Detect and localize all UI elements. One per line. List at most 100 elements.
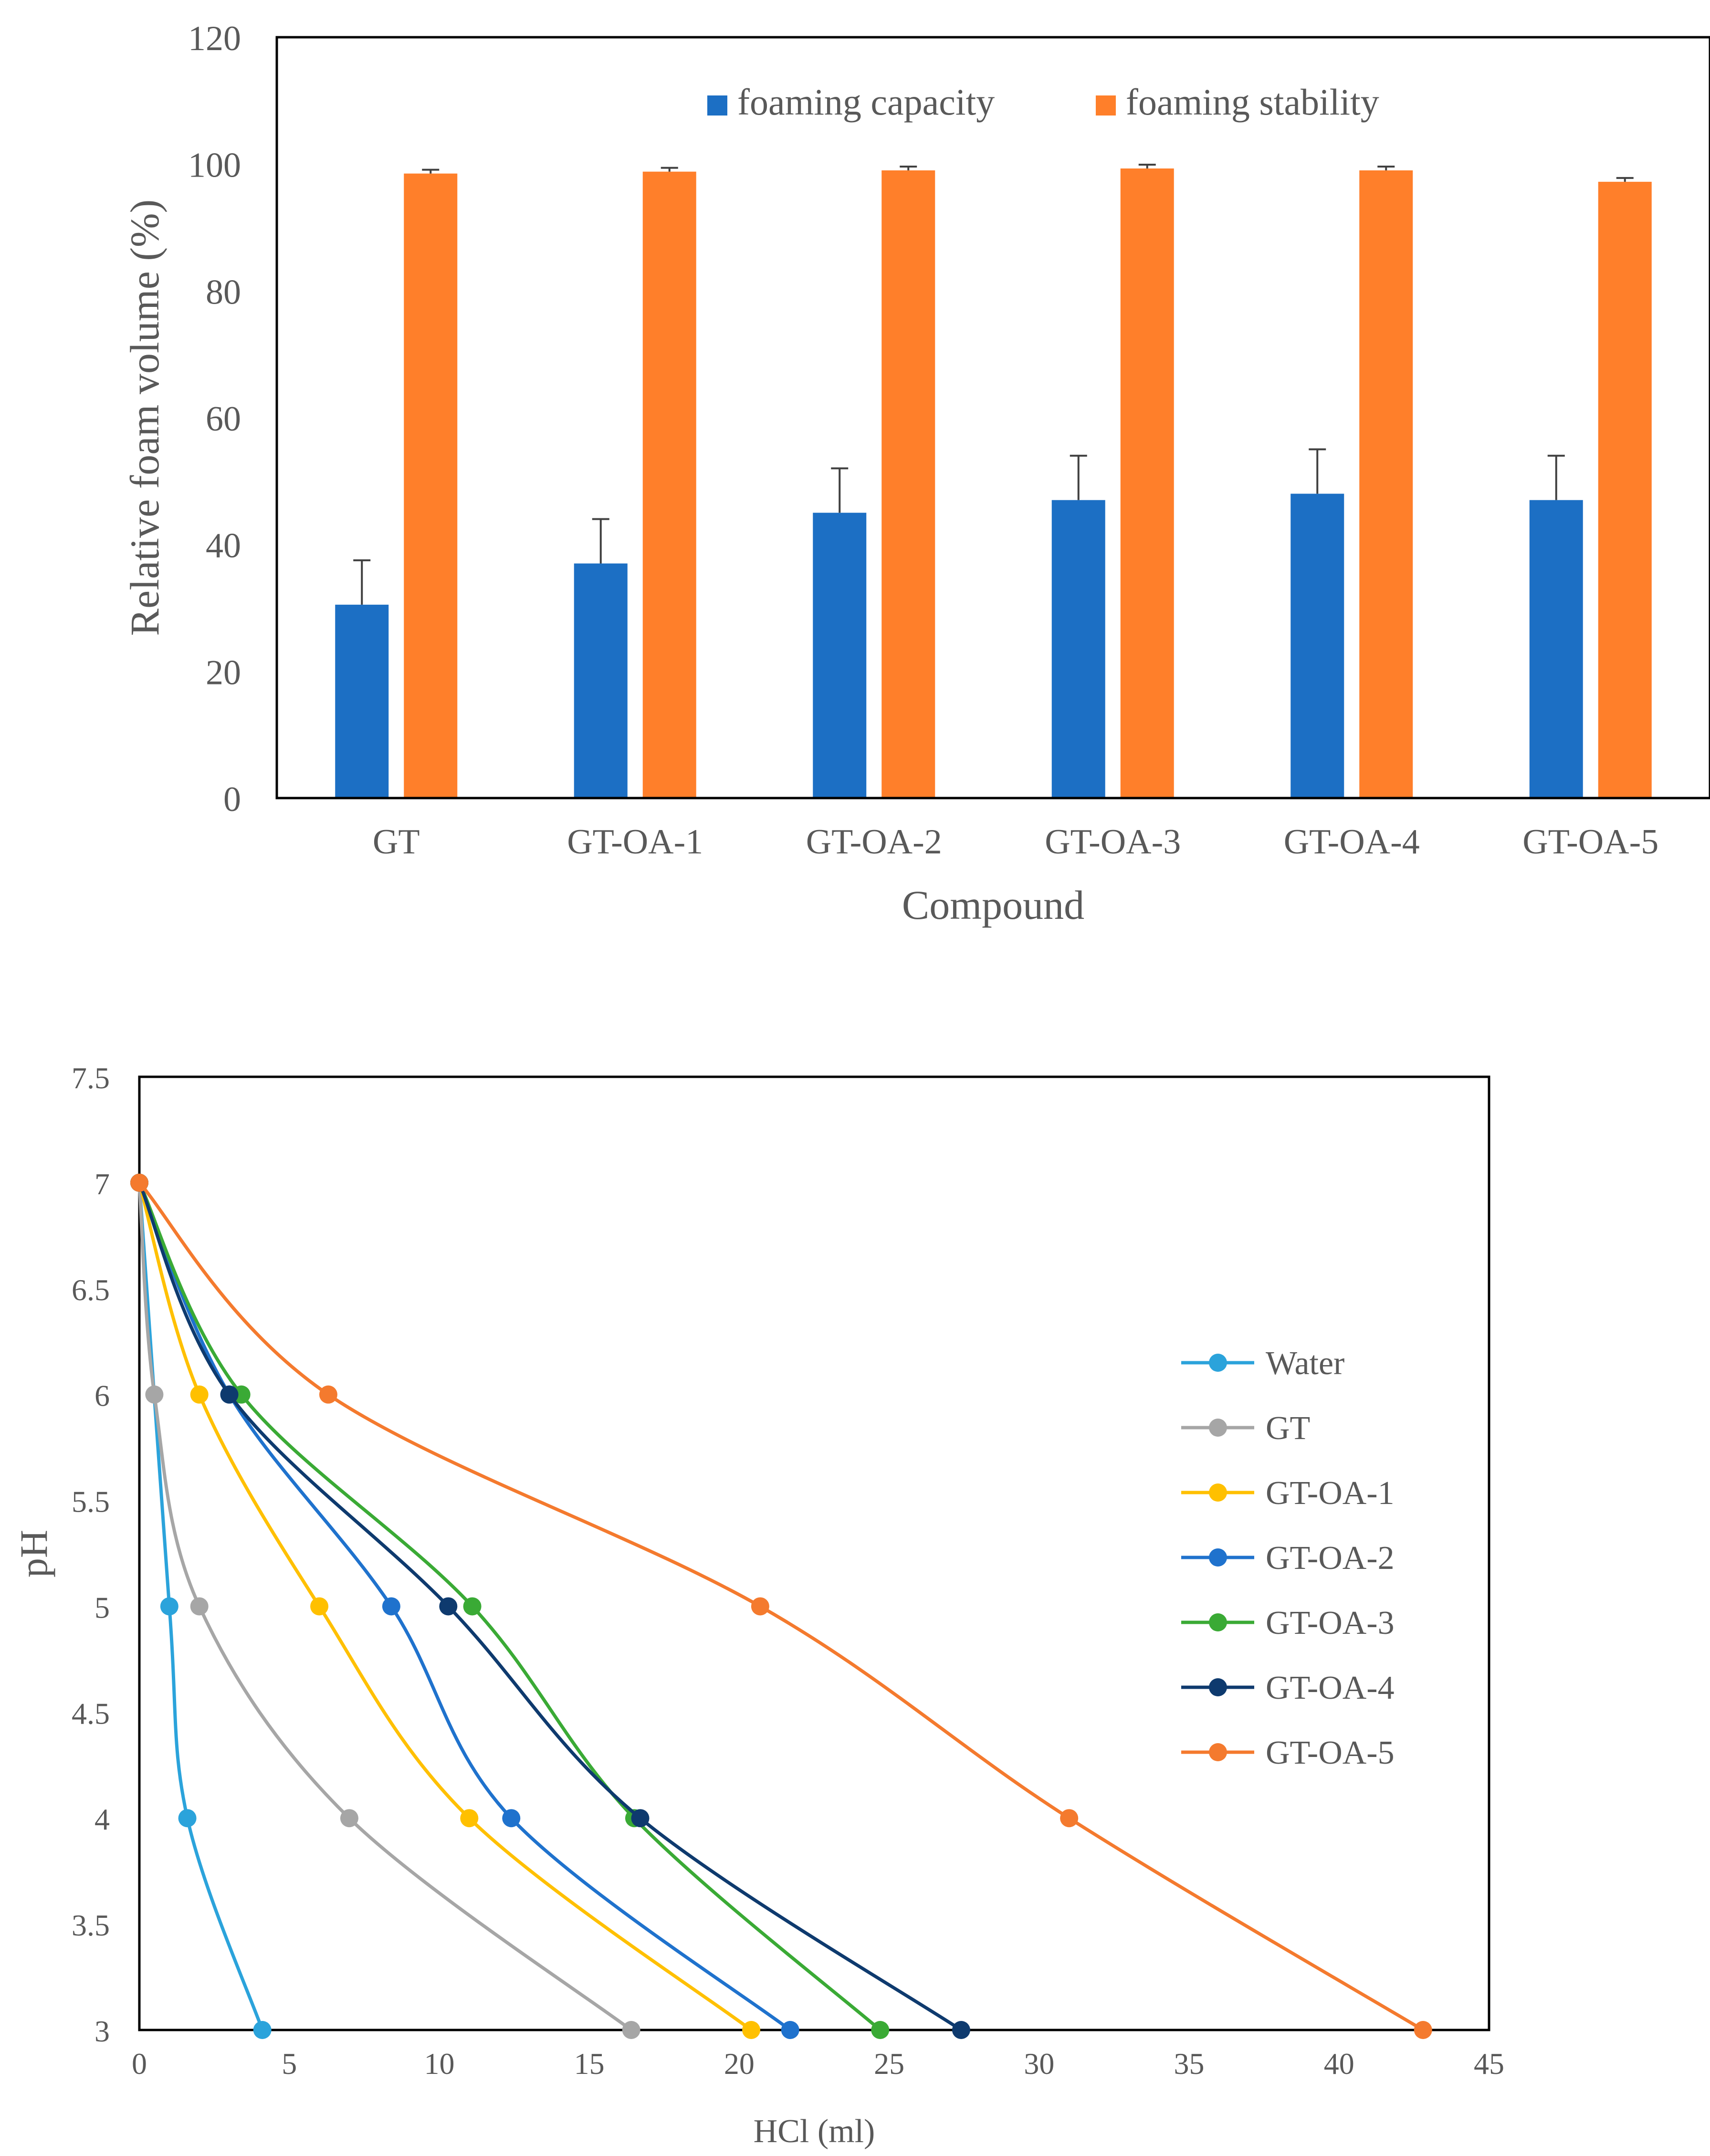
legend-label-gt-oa-4: GT-OA-4 <box>1266 1670 1395 1706</box>
bar-x-axis-label: Compound <box>902 882 1084 928</box>
series-gt-oa-1 <box>130 1173 761 2039</box>
point-gt-oa-5-1 <box>319 1385 337 1404</box>
legend-label-foaming-capacity: foaming capacity <box>737 81 995 123</box>
point-gt-oa-1-2 <box>310 1597 329 1616</box>
bar-bars <box>335 168 1652 799</box>
point-water-2 <box>178 1809 197 1828</box>
bar-foaming-stability-gt-oa-1 <box>642 171 696 798</box>
line-series-group <box>130 1173 1432 2039</box>
line-y-axis-label: pH <box>12 1530 55 1578</box>
point-gt-oa-4-2 <box>439 1597 458 1616</box>
line-gt <box>137 1182 632 2031</box>
point-water-3 <box>253 2021 272 2039</box>
point-gt-oa-2-4 <box>781 2021 799 2039</box>
bar-y-tick-100: 100 <box>188 146 241 185</box>
legend-marker-gt-oa-3 <box>1209 1613 1227 1631</box>
legend-swatch-foaming-stability <box>1096 95 1116 116</box>
point-gt-2 <box>190 1597 209 1616</box>
bar-foaming-stability-gt <box>404 173 458 798</box>
bar-x-tick-labels: GT GT-OA-1 GT-OA-2 GT-OA-3 GT-OA-4 GT-OA-5 <box>373 822 1658 862</box>
bar-foaming-capacity-gt-oa-1 <box>574 563 628 798</box>
bar-y-tick-40: 40 <box>206 526 241 566</box>
bar-y-axis-label: Relative foam volume (%) <box>122 200 168 636</box>
bar-foaming-capacity-gt <box>335 604 389 798</box>
line-x-tick-0: 0 <box>132 2047 147 2081</box>
line-y-tick-4-5: 4.5 <box>72 1696 110 1730</box>
bar-y-tick-120: 120 <box>188 19 241 58</box>
series-gt <box>130 1173 640 2039</box>
bar-foaming-stability-gt-oa-4 <box>1359 170 1413 799</box>
legend-label-gt-oa-5: GT-OA-5 <box>1266 1735 1395 1771</box>
bar-foaming-capacity-gt-oa-5 <box>1529 500 1583 798</box>
bar-x-tick-gt-oa-2: GT-OA-2 <box>806 822 942 862</box>
line-x-tick-35: 35 <box>1174 2047 1205 2081</box>
point-gt-oa-2-2 <box>382 1597 400 1616</box>
line-y-tick-labels: 3 3.5 4 4.5 5 5.5 6 6.5 7 7.5 <box>72 1061 110 2048</box>
bar-x-tick-gt-oa-1: GT-OA-1 <box>567 822 703 862</box>
legend-label-gt-oa-2: GT-OA-2 <box>1266 1540 1395 1577</box>
point-gt-oa-1-3 <box>460 1809 479 1828</box>
point-gt-oa-5-3 <box>1060 1809 1079 1828</box>
line-y-tick-6: 6 <box>94 1379 110 1413</box>
series-water <box>130 1173 272 2039</box>
point-gt-oa-5-0 <box>130 1173 148 1192</box>
line-y-tick-3-5: 3.5 <box>72 1908 110 1942</box>
legend-swatch-foaming-capacity <box>707 95 727 116</box>
point-gt-oa-4-3 <box>631 1809 650 1828</box>
bar-foaming-capacity-gt-oa-4 <box>1290 494 1344 798</box>
point-gt-1 <box>145 1385 164 1404</box>
point-gt-oa-1-4 <box>742 2021 761 2039</box>
bar-y-tick-0: 0 <box>223 780 241 819</box>
bar-y-tick-20: 20 <box>206 653 241 692</box>
line-water <box>137 1182 264 2031</box>
legend-label-gt-oa-1: GT-OA-1 <box>1266 1475 1395 1512</box>
bar-x-tick-gt-oa-3: GT-OA-3 <box>1045 822 1181 862</box>
line-gt-oa-4 <box>137 1182 962 2031</box>
line-y-tick-5: 5 <box>94 1590 110 1624</box>
point-gt-3 <box>340 1809 358 1828</box>
bar-y-tick-80: 80 <box>206 273 241 312</box>
series-gt-oa-5 <box>130 1173 1432 2039</box>
bar-x-tick-gt-oa-4: GT-OA-4 <box>1284 822 1420 862</box>
line-x-tick-45: 45 <box>1474 2047 1504 2081</box>
line-x-tick-30: 30 <box>1024 2047 1054 2081</box>
point-gt-oa-1-1 <box>190 1385 209 1404</box>
legend-marker-gt-oa-2 <box>1209 1548 1227 1567</box>
bar-x-tick-gt-oa-5: GT-OA-5 <box>1522 822 1658 862</box>
legend-label-gt: GT <box>1266 1410 1310 1447</box>
line-y-tick-7: 7 <box>94 1167 110 1201</box>
point-gt-oa-3-2 <box>463 1597 482 1616</box>
line-chart: 33.544.555.566.577.5 0 5 10 15 20 25 30 35 40 45 … <box>12 1061 1504 2150</box>
line-x-tick-20: 20 <box>724 2047 755 2081</box>
point-gt-oa-2-3 <box>502 1809 521 1828</box>
line-y-tick-4: 4 <box>94 1802 110 1836</box>
line-legend: Water GT GT-OA-1 GT-OA-2 GT-OA-3 GT-OA-4 GT-OA… <box>1181 1345 1395 1771</box>
legend-marker-gt <box>1209 1419 1227 1437</box>
point-gt-4 <box>622 2021 640 2039</box>
bar-x-tick-gt: GT <box>373 822 420 862</box>
series-gt-oa-2 <box>130 1173 799 2039</box>
legend-marker-water <box>1209 1354 1227 1372</box>
line-y-tick-6-5: 6.5 <box>72 1273 110 1307</box>
line-x-tick-5: 5 <box>282 2047 297 2081</box>
point-gt-oa-4-4 <box>952 2021 970 2039</box>
legend-label-water: Water <box>1266 1345 1344 1382</box>
point-gt-oa-5-4 <box>1414 2021 1432 2039</box>
bar-error-bars <box>353 163 1634 605</box>
point-water-1 <box>160 1597 178 1616</box>
legend-marker-gt-oa-4 <box>1209 1678 1227 1696</box>
line-x-tick-25: 25 <box>874 2047 904 2081</box>
legend-label-foaming-stability: foaming stability <box>1126 81 1379 123</box>
bar-y-tick-60: 60 <box>206 400 241 439</box>
line-x-tick-15: 15 <box>574 2047 605 2081</box>
bar-foaming-capacity-gt-oa-3 <box>1051 500 1105 798</box>
bar-plot-frame <box>275 36 1710 799</box>
line-x-axis-label: HCl (ml) <box>754 2113 875 2150</box>
line-x-tick-10: 10 <box>424 2047 454 2081</box>
bar-legend: foaming capacity foaming stability <box>707 81 1379 123</box>
legend-label-gt-oa-3: GT-OA-3 <box>1266 1605 1395 1641</box>
legend-marker-gt-oa-1 <box>1209 1483 1227 1502</box>
bar-foaming-capacity-gt-oa-2 <box>813 513 867 798</box>
line-gt-oa-1 <box>137 1182 753 2031</box>
